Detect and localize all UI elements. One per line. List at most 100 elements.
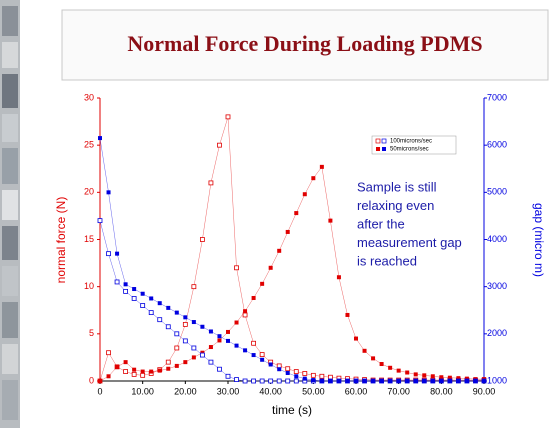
data-point xyxy=(293,378,299,384)
data-point xyxy=(285,370,290,375)
legend-marker xyxy=(382,147,386,151)
data-point xyxy=(226,338,230,343)
x-tick-label: 70.00 xyxy=(387,386,410,396)
data-point xyxy=(311,176,316,181)
data-point xyxy=(422,379,427,383)
legend-label: 100microns/sec xyxy=(390,139,432,145)
series-line xyxy=(99,116,484,382)
data-point xyxy=(430,374,435,379)
data-point xyxy=(251,295,256,300)
data-point xyxy=(328,218,333,223)
x-tick-label: 90.00 xyxy=(473,386,496,396)
data-point xyxy=(277,248,282,253)
data-point xyxy=(226,329,230,334)
data-point xyxy=(200,324,205,329)
data-point xyxy=(328,379,333,383)
y2-tick-label: 1000 xyxy=(487,375,507,385)
y-tick-label: 30 xyxy=(84,92,94,102)
data-point xyxy=(157,317,163,323)
data-point xyxy=(336,275,341,280)
data-point xyxy=(132,287,137,292)
legend-label: 50microns/sec xyxy=(390,147,429,153)
data-point xyxy=(294,374,299,379)
data-point xyxy=(199,352,205,358)
data-point xyxy=(293,369,299,374)
data-point xyxy=(242,378,248,384)
data-point xyxy=(234,343,239,348)
data-point xyxy=(191,320,196,325)
data-point xyxy=(371,379,376,383)
title-box xyxy=(61,9,549,81)
data-point xyxy=(217,366,222,372)
data-point xyxy=(123,288,128,294)
x-axis-label: time (s) xyxy=(272,403,312,417)
data-point xyxy=(174,310,179,315)
legend-marker xyxy=(375,138,381,144)
data-point xyxy=(140,291,145,296)
data-point xyxy=(259,378,265,384)
data-point xyxy=(302,376,307,381)
photo-strip xyxy=(0,0,20,428)
data-point xyxy=(123,282,128,287)
x-tick-label: 30.00 xyxy=(217,386,240,396)
data-point xyxy=(115,364,120,369)
y-tick-label: 15 xyxy=(84,234,94,244)
y-tick-label: 10 xyxy=(84,281,94,291)
y2-tick-label: 5000 xyxy=(487,187,507,197)
data-point xyxy=(132,367,137,372)
y-tick-label: 5 xyxy=(89,328,94,338)
data-point xyxy=(260,281,265,286)
data-point xyxy=(319,373,325,379)
data-point xyxy=(182,338,188,344)
data-point xyxy=(285,378,291,384)
data-point xyxy=(319,379,324,383)
annotation: measurement gap xyxy=(357,235,462,250)
data-point xyxy=(268,378,274,384)
data-point xyxy=(379,379,384,383)
data-point xyxy=(379,362,384,367)
data-point xyxy=(277,367,282,372)
data-point xyxy=(191,345,197,351)
data-point xyxy=(319,164,324,169)
y2-tick-label: 6000 xyxy=(487,140,507,150)
data-point xyxy=(106,350,111,356)
annotation: relaxing even xyxy=(357,198,434,213)
y2-tick-label: 4000 xyxy=(487,234,507,244)
data-point xyxy=(243,348,248,353)
data-point xyxy=(106,190,111,195)
data-point xyxy=(106,251,111,257)
data-point xyxy=(123,360,128,365)
data-point xyxy=(285,366,291,372)
data-point xyxy=(310,372,316,378)
data-point xyxy=(276,378,282,384)
data-point xyxy=(149,369,154,374)
x-tick-label: 50.00 xyxy=(302,386,325,396)
data-point xyxy=(260,357,265,362)
data-point xyxy=(183,315,188,320)
data-point xyxy=(405,370,410,375)
y2-tick-label: 2000 xyxy=(487,328,507,338)
data-point xyxy=(242,312,248,318)
annotation: Sample is still xyxy=(357,179,437,194)
data-point xyxy=(225,114,231,120)
data-point xyxy=(371,356,376,361)
data-point xyxy=(98,379,102,383)
data-point xyxy=(191,284,197,290)
data-point xyxy=(302,371,308,376)
data-point xyxy=(131,371,137,377)
series-line xyxy=(99,138,484,382)
x-tick-label: 40.00 xyxy=(259,386,282,396)
data-point xyxy=(422,373,427,378)
data-point xyxy=(294,211,299,216)
x-tick-label: 60.00 xyxy=(345,386,368,396)
x-tick-label: 10.00 xyxy=(131,386,154,396)
y-axis-label: normal force (N) xyxy=(54,197,68,284)
y2-tick-label: 3000 xyxy=(487,281,507,291)
data-point xyxy=(148,310,154,316)
data-point xyxy=(217,338,222,343)
legend-box xyxy=(371,135,457,155)
data-point xyxy=(251,340,257,346)
series-line xyxy=(99,166,484,382)
data-point xyxy=(217,334,222,339)
